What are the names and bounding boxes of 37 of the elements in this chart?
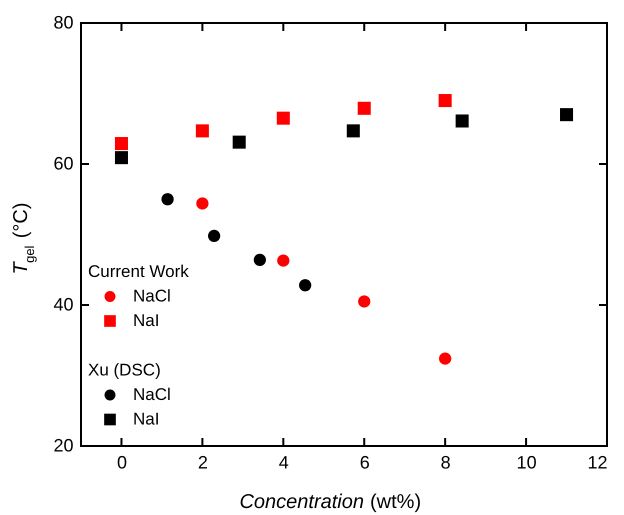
point (196, 124, 209, 138)
legend-label: NaCl (133, 385, 171, 404)
point (277, 254, 290, 267)
x-tick-label: 0 (116, 452, 127, 472)
x-tick-label: 8 (440, 452, 451, 472)
annotation: Xu (DSC) (88, 360, 161, 380)
point (161, 193, 174, 206)
point (299, 279, 312, 292)
point (254, 254, 266, 266)
point (114, 137, 128, 150)
legend-label: NaI (133, 410, 160, 428)
legend-label: NaI (133, 311, 160, 330)
point (208, 230, 220, 242)
point (358, 102, 371, 115)
x-tick-label: 10 (516, 452, 537, 472)
point (358, 295, 370, 308)
point (438, 94, 452, 108)
point (114, 151, 128, 164)
point (439, 352, 452, 365)
y-tick-label: 40 (53, 294, 74, 314)
y-tick-label: 20 (53, 436, 74, 456)
legend-label: NaCl (133, 286, 171, 306)
y-tick-label: 60 (53, 154, 74, 174)
point (196, 197, 209, 210)
point (560, 108, 574, 122)
y-axis-title: Tgel (°C) (10, 202, 37, 274)
x-tick-label: 12 (587, 452, 608, 472)
point (456, 114, 469, 128)
y-tick-label: 80 (53, 12, 74, 32)
point (346, 124, 360, 138)
x-tick-label: 6 (360, 452, 370, 472)
x-axis-title: Concentration (wt%) (239, 491, 422, 513)
point (276, 112, 290, 125)
x-tick-label: 2 (198, 452, 208, 472)
point (232, 136, 246, 149)
annotation: Current Work (88, 262, 190, 281)
x-tick-label: 4 (278, 452, 289, 472)
